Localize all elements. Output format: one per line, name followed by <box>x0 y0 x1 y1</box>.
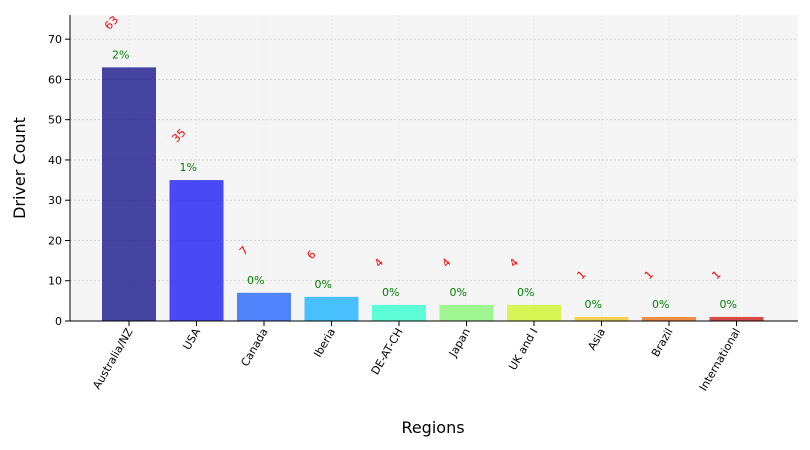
y-tick-label: 0 <box>55 315 62 328</box>
y-tick-label: 50 <box>48 114 62 127</box>
y-axis-label: Driver Count <box>10 117 29 219</box>
percent-label: 0% <box>585 298 602 311</box>
y-axis-ticks: 0 10 20 30 40 50 60 70 <box>48 33 70 328</box>
bar <box>439 304 494 321</box>
y-tick-label: 60 <box>48 73 62 86</box>
percent-label: 0% <box>382 286 399 299</box>
x-tick-label: International <box>697 326 743 393</box>
bar <box>304 296 359 321</box>
y-tick-label: 10 <box>48 275 62 288</box>
percent-label: 0% <box>517 286 534 299</box>
bar <box>372 304 426 321</box>
bar <box>574 316 629 321</box>
bar <box>102 67 156 321</box>
percent-label: 2% <box>112 48 129 61</box>
percent-label: 0% <box>720 298 737 311</box>
x-tick-label: USA <box>180 326 203 353</box>
percent-label: 0% <box>247 274 264 287</box>
bar <box>169 180 224 321</box>
percent-label: 1% <box>180 161 197 174</box>
x-tick-label: DE-AT-CH <box>369 326 406 377</box>
y-tick-label: 20 <box>48 234 62 247</box>
bars <box>102 67 764 321</box>
x-tick-label: Asia <box>585 326 608 352</box>
bar <box>642 316 696 321</box>
bar <box>709 316 764 321</box>
bar <box>507 304 561 321</box>
y-tick-label: 30 <box>48 194 62 207</box>
x-axis-ticks: Australia/NZ USA Canada Iberia DE-AT-CH Japan… <box>90 321 743 393</box>
x-tick-label: Brazil <box>649 326 676 359</box>
percent-label: 0% <box>652 298 669 311</box>
x-tick-label: UK and I <box>506 326 540 373</box>
y-tick-label: 70 <box>48 33 62 46</box>
x-tick-label: Japan <box>446 326 473 360</box>
y-tick-label: 40 <box>48 154 62 167</box>
x-tick-label: Iberia <box>311 326 338 360</box>
x-axis-label: Regions <box>401 418 464 437</box>
percent-label: 0% <box>315 278 332 291</box>
percent-label: 0% <box>450 286 467 299</box>
x-tick-label: Australia/NZ <box>90 326 136 392</box>
bar <box>237 292 291 321</box>
x-tick-label: Canada <box>238 326 270 369</box>
